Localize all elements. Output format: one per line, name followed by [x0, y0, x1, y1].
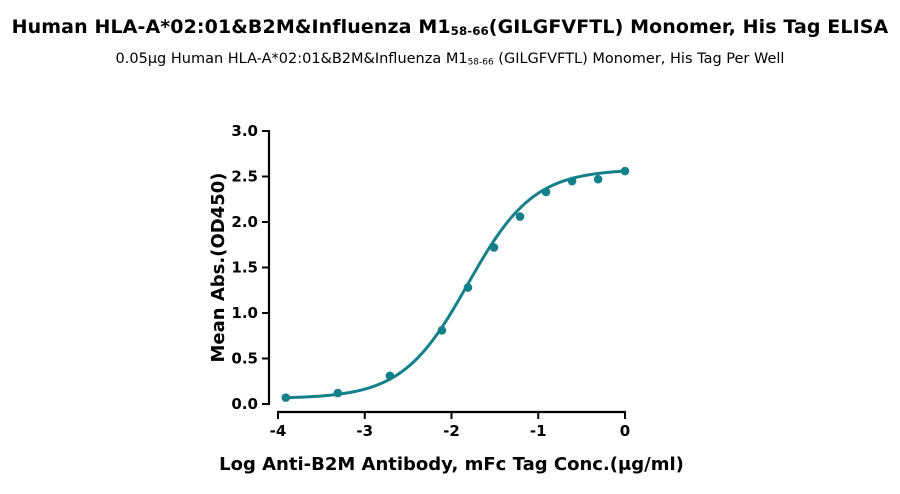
x-ticks: -4 -3 -2 -1 0: [270, 412, 630, 440]
data-point: [437, 325, 447, 335]
x-tick-label: -4: [270, 422, 287, 440]
y-tick-label: 1.5: [231, 259, 258, 277]
data-point: [541, 187, 551, 197]
y-tick-label: 2.5: [231, 168, 258, 186]
y-tick-label: 0.5: [231, 350, 258, 368]
chart-title: Human HLA-A*02:01&B2M&Influenza M158-66(…: [11, 16, 889, 38]
data-point: [281, 393, 291, 402]
y-tick-label: 0.0: [231, 395, 258, 413]
data-point: [489, 243, 499, 252]
x-tick-label: -1: [530, 422, 547, 440]
y-ticks: 0.0 0.5 1.0 1.5 2.0 2.5 3.0: [231, 122, 269, 413]
data-point: [515, 212, 525, 221]
x-axis-label: Log Anti-B2M Antibody, mFc Tag Conc.(μg/…: [219, 454, 684, 475]
data-point: [567, 176, 577, 186]
y-tick-label: 1.0: [231, 304, 258, 322]
data-point: [463, 283, 473, 292]
data-point: [333, 388, 343, 398]
data-point: [593, 174, 603, 184]
y-tick-label: 2.0: [231, 213, 258, 231]
axes: [267, 130, 626, 414]
chart-subtitle: 0.05μg Human HLA-A*02:01&B2M&Influenza M…: [115, 51, 785, 68]
data-point: [620, 166, 630, 176]
data-points: [281, 166, 630, 402]
x-tick-label: -3: [356, 422, 373, 440]
fit-curve: [285, 169, 626, 400]
x-tick-label: -2: [443, 422, 460, 440]
data-point: [385, 371, 395, 381]
y-axis-label: Mean Abs.(OD450): [208, 173, 229, 363]
x-tick-label: 0: [620, 422, 630, 440]
y-tick-label: 3.0: [231, 122, 258, 140]
